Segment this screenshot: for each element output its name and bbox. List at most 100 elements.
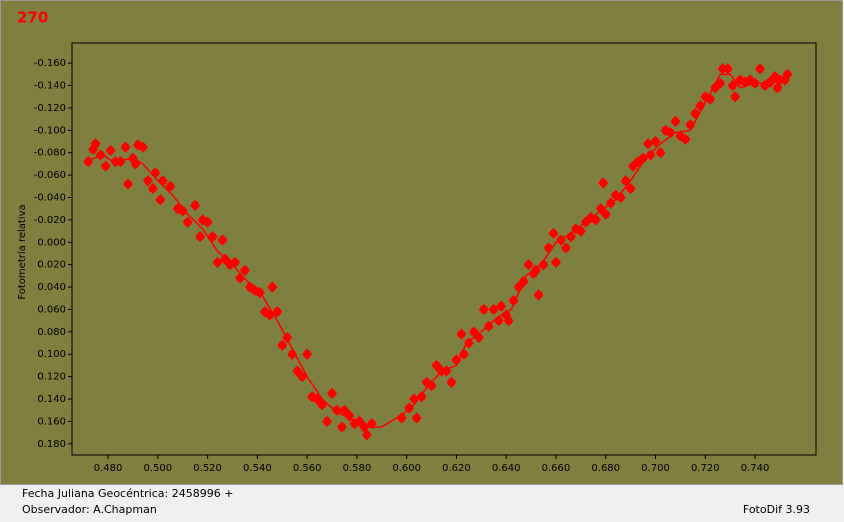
data-point <box>202 216 213 228</box>
data-point <box>234 272 245 284</box>
x-tick-label: 0.680 <box>591 463 620 474</box>
data-point <box>590 214 601 226</box>
data-point <box>137 141 148 153</box>
data-point <box>764 76 775 88</box>
fit-line <box>87 73 786 428</box>
data-point <box>730 91 741 103</box>
data-point <box>142 175 153 187</box>
data-point <box>643 138 654 150</box>
data-point <box>680 133 691 145</box>
data-point <box>297 371 308 383</box>
data-point <box>122 178 133 190</box>
data-point <box>650 135 661 148</box>
y-tick-label: -0.100 <box>34 125 66 136</box>
data-point <box>190 199 201 211</box>
data-point <box>150 167 161 179</box>
y-tick-label: -0.140 <box>34 81 66 92</box>
data-point <box>212 256 223 269</box>
data-point <box>598 177 609 189</box>
y-tick-label: -0.060 <box>34 170 66 181</box>
data-point <box>782 68 793 80</box>
data-point <box>322 415 333 428</box>
data-point <box>655 147 666 159</box>
data-point <box>503 315 514 327</box>
data-point <box>302 348 313 360</box>
data-point <box>217 234 228 246</box>
data-point <box>130 158 141 170</box>
x-tick-label: 0.720 <box>691 463 720 474</box>
data-point <box>182 216 193 228</box>
data-point <box>327 387 338 400</box>
data-point <box>560 242 571 254</box>
data-point <box>100 160 111 172</box>
data-point <box>600 208 611 220</box>
data-point <box>670 115 681 127</box>
data-point <box>229 256 240 269</box>
data-point <box>165 180 176 192</box>
data-point <box>531 264 542 276</box>
x-tick-label: 0.600 <box>392 463 421 474</box>
data-point <box>543 242 554 254</box>
data-point <box>772 82 783 94</box>
data-point <box>366 418 377 430</box>
x-tick-label: 0.700 <box>641 463 670 474</box>
data-point <box>361 429 372 441</box>
y-tick-label: 0.160 <box>37 416 66 427</box>
y-tick-label: -0.040 <box>34 193 66 204</box>
data-point <box>120 141 131 153</box>
footer <box>0 485 844 522</box>
software: FotoDif 3.93 <box>743 503 810 516</box>
data-point <box>147 182 158 195</box>
data-point <box>533 289 544 301</box>
data-point <box>272 306 283 318</box>
x-tick-label: 0.580 <box>343 463 372 474</box>
data-point <box>715 77 726 89</box>
data-point <box>292 365 303 377</box>
x-tick-label: 0.500 <box>144 463 173 474</box>
y-tick-label: 0.040 <box>37 282 66 293</box>
data-point <box>317 398 328 411</box>
y-tick-label: 0.060 <box>37 304 66 315</box>
data-point <box>339 404 350 416</box>
y-tick-label: 0.080 <box>37 327 66 338</box>
data-point <box>344 410 355 422</box>
data-point <box>727 79 738 92</box>
data-point <box>155 194 166 206</box>
data-point <box>312 393 323 405</box>
x-tick-label: 0.560 <box>293 463 322 474</box>
x-tick-label: 0.660 <box>542 463 571 474</box>
y-tick-label: 0.180 <box>37 439 66 450</box>
data-point <box>267 281 278 293</box>
y-tick-label: 0.120 <box>37 372 66 383</box>
y-tick-label: 0.140 <box>37 394 66 405</box>
data-point <box>548 227 559 239</box>
data-point <box>416 391 427 403</box>
data-point <box>488 303 499 316</box>
data-point <box>523 259 534 271</box>
data-point <box>239 264 250 276</box>
chart-title: 270 <box>17 9 48 27</box>
data-point <box>625 182 636 195</box>
y-tick-label: -0.020 <box>34 215 66 226</box>
data-point <box>722 63 733 75</box>
data-point <box>409 393 420 405</box>
x-axis-label: Fecha Juliana Geocéntrica: 2458996 + <box>22 487 233 500</box>
data-point <box>446 376 457 388</box>
data-point <box>336 421 347 433</box>
y-tick-label: -0.120 <box>34 103 66 114</box>
data-point <box>550 256 561 269</box>
x-tick-label: 0.620 <box>442 463 471 474</box>
data-point <box>575 225 586 237</box>
data-point <box>83 156 94 168</box>
x-tick-label: 0.480 <box>94 463 123 474</box>
x-tick-label: 0.540 <box>243 463 272 474</box>
data-point <box>468 326 479 338</box>
x-tick-label: 0.740 <box>741 463 770 474</box>
x-tick-label: 0.520 <box>193 463 222 474</box>
data-point <box>90 138 101 150</box>
data-point <box>463 337 474 349</box>
observer: Observador: A.Chapman <box>22 503 157 516</box>
data-point <box>207 231 218 243</box>
data-point <box>620 175 631 187</box>
